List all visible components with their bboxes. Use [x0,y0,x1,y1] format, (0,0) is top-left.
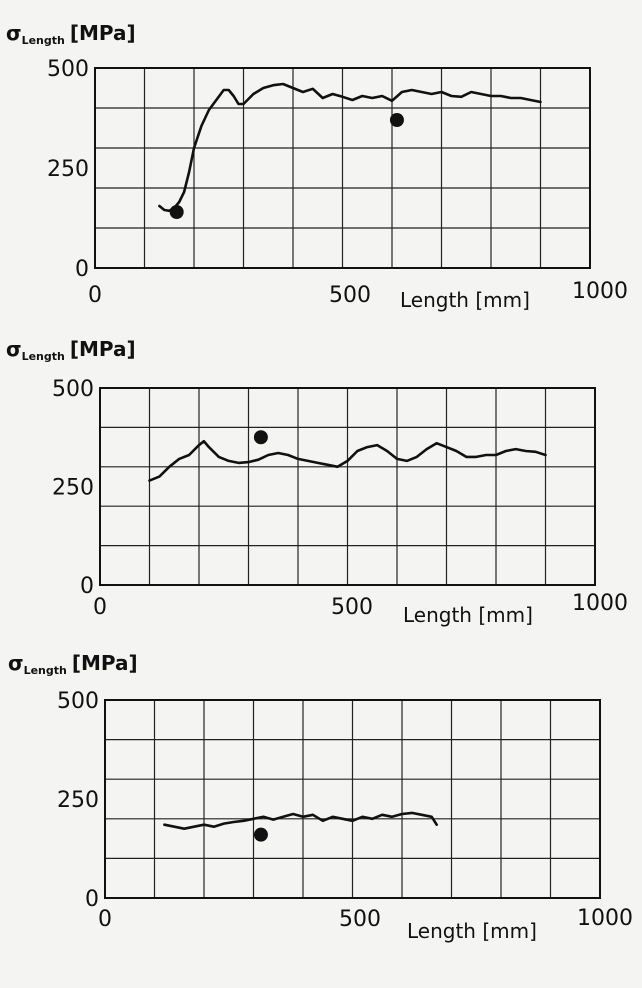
y-axis-label: σLength [MPa] [6,337,136,363]
y-axis-label-symbol: σ [6,337,22,361]
x-tick-label: 0 [93,595,107,620]
y-tick-label: 250 [57,788,99,813]
y-axis-label-unit: [MPa] [70,21,136,45]
x-tick-label: 1000 [577,906,633,931]
x-tick-label: 1000 [572,591,628,616]
x-axis-label: Length [mm] [407,919,537,943]
plot-frame [94,67,591,269]
x-tick-label: 1000 [572,279,628,304]
series-line [163,811,439,831]
plot-frame [104,699,601,899]
x-tick-label: 500 [329,283,371,308]
y-tick-label: 250 [52,476,94,501]
x-axis-label: Length [mm] [403,603,533,627]
chart-panel-3: σLength [MPa] 0 250 500 0 500 1000 Length [mm] [8,651,633,943]
y-tick-label: 0 [75,257,89,282]
data-point-marker [253,827,268,842]
data-point-marker [253,430,268,445]
x-axis-label: Length [mm] [400,288,530,312]
data-point-marker [169,205,184,219]
y-tick-label: 0 [80,574,94,599]
y-axis-label-subscript: Length [22,34,65,47]
y-tick-label: 500 [47,57,89,82]
y-axis-label-unit: [MPa] [72,651,138,675]
y-tick-label: 250 [47,157,89,182]
y-axis-label-symbol: σ [8,651,24,675]
x-tick-label: 500 [339,907,381,932]
chart-panel-1: σLength [MPa] 0 250 500 0 500 1000 Length [mm] [6,21,628,312]
chart-panel-2: σLength [MPa] 0 250 500 0 500 1000 Length [mm] [6,337,628,627]
y-axis-label-symbol: σ [6,21,22,45]
y-tick-label: 0 [85,887,99,912]
data-point-marker [389,113,404,127]
y-axis-label-subscript: Length [24,664,67,677]
series-line [158,82,542,213]
plot-frame [99,387,596,586]
y-axis-label: σLength [MPa] [8,651,138,677]
y-axis-label-unit: [MPa] [70,337,136,361]
x-tick-label: 500 [331,595,373,620]
y-axis-label: σLength [MPa] [6,21,136,47]
x-tick-label: 0 [98,907,112,932]
y-tick-label: 500 [52,377,94,402]
series-line [148,439,547,482]
y-axis-label-subscript: Length [22,350,65,363]
x-tick-label: 0 [88,283,102,308]
y-tick-label: 500 [57,689,99,714]
